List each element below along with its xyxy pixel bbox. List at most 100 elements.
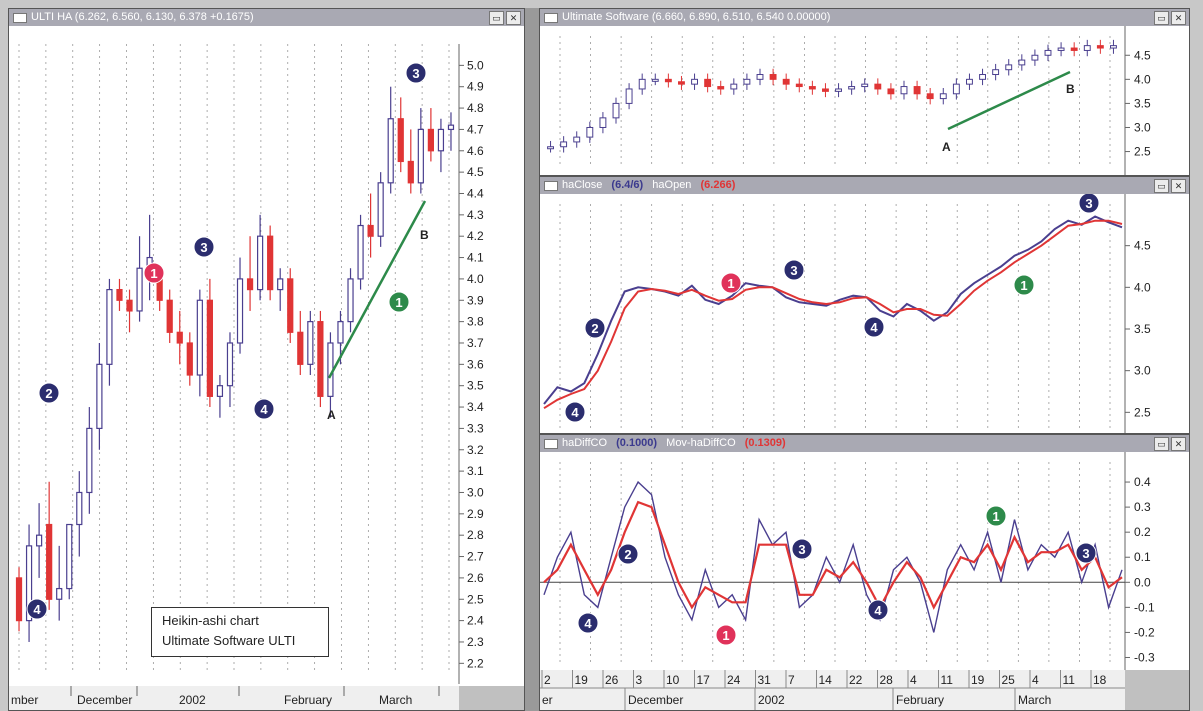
candle-body [573,136,581,143]
close-icon[interactable]: ✕ [506,11,521,25]
window-title-bar[interactable]: haDiffCO (0.1000) Mov-haDiffCO (0.1309) … [540,435,1189,452]
heikin-ashi-chart[interactable]: 5.0 4.9 4.8 4.7 4.6 4.5 4.4 4.3 4.2 4.1 4.0 3.9 3.8 3… [9,26,524,711]
candle-body [337,321,344,344]
candle [96,342,103,450]
y-tick-label: 2.5 [467,592,484,606]
candle [874,78,882,95]
candle-body [427,128,434,152]
marker-4: 4 [26,598,48,620]
window-menu-icon[interactable] [13,13,27,23]
candle-body [116,288,123,301]
candle-body [861,83,869,88]
marker-3: 3 [1075,542,1097,564]
legend-line-2: Ultimate Software ULTI [162,633,296,648]
window-splitter[interactable] [525,8,539,711]
window-menu-icon[interactable] [544,181,558,191]
hadiffco-chart[interactable]: 0.40.30.20.10.0-0.1-0.2-0.32 19 26 3 10 17 24 3… [540,452,1189,710]
x-tick-label: March [379,693,412,707]
x-tick-label: 11 [941,673,954,687]
chart-window-candlestick[interactable]: Ultimate Software (6.660, 6.890, 6.510, … [539,8,1190,176]
x-tick-label: er [542,693,553,707]
marker-2: 2 [617,543,639,565]
candle-body [808,86,816,90]
candle-body [166,299,173,333]
candle-body [691,78,698,85]
candle [979,68,986,86]
candle-body [717,86,725,90]
window-menu-icon[interactable] [544,13,558,23]
marker-1: 1 [1013,274,1035,296]
marker-circle [985,505,1007,527]
x-tick-label: December [628,693,683,707]
candle-body [206,299,213,397]
candle [216,375,224,418]
candle-body [387,118,394,184]
maximize-icon[interactable]: ▭ [489,11,504,25]
candle-body [407,160,414,184]
candle [717,80,725,95]
chart-window-haclose-haopen[interactable]: haClose (6.4/6) haOpen (6.266) ▭ ✕ 4.5 4.0… [539,176,1190,434]
candle [704,73,712,93]
annotation-a: A [942,140,951,154]
candle-body [743,78,751,85]
x-tick-label: 24 [727,673,741,687]
candle [56,545,63,621]
candle [795,78,803,93]
y-tick-label: 3.0 [1134,364,1151,378]
candle-body [1083,45,1091,51]
candle-body [176,331,183,344]
candle [560,136,568,153]
trend-line [947,70,1071,131]
marker-2: 2 [38,382,60,404]
candle [547,140,554,153]
candlestick-chart[interactable]: 4.5 4.0 3.5 3.0 2.5 A B [540,26,1189,175]
candle [397,97,404,173]
chart-window-hadiffco[interactable]: haDiffCO (0.1000) Mov-haDiffCO (0.1309) … [539,434,1190,711]
candle [357,214,364,290]
candle-body [782,78,790,85]
window-title-bar[interactable]: ULTI HA (6.262, 6.560, 6.130, 6.378 +0.1… [9,9,524,26]
candle-body [795,83,803,88]
maximize-icon[interactable]: ▭ [1154,11,1169,25]
candle-body [56,587,63,600]
marker-1: 1 [715,624,737,646]
haclose-haopen-chart[interactable]: 4.5 4.0 3.5 3.0 2.5 1 2 3 3 4 4 1 [540,194,1189,433]
marker-1: 1 [720,272,742,294]
candle [387,86,394,194]
maximize-icon[interactable]: ▭ [1154,179,1169,193]
x-tick-label: 2002 [179,693,206,707]
marker-1: 1 [388,291,410,313]
candle-body [939,93,947,100]
marker-3: 3 [405,62,427,84]
candle [808,80,816,95]
close-icon[interactable]: ✕ [1171,179,1186,193]
x-axis-band [9,686,459,710]
candle-body [678,81,685,85]
close-icon[interactable]: ✕ [1171,437,1186,451]
window-menu-icon[interactable] [544,439,558,449]
candle [447,112,455,151]
marker-label: 2 [624,547,631,562]
close-icon[interactable]: ✕ [1171,11,1186,25]
axis-corner [459,686,524,710]
marker-circle [1078,194,1100,214]
marker-label: 3 [412,66,419,81]
window-title-bar[interactable]: Ultimate Software (6.660, 6.890, 6.510, … [540,9,1189,26]
candle [407,129,414,194]
y-tick-label: -0.1 [1134,600,1155,614]
marker-3: 3 [783,259,805,281]
chart-window-heikin-ashi[interactable]: ULTI HA (6.262, 6.560, 6.130, 6.378 +0.1… [8,8,525,711]
candle-body [447,124,455,131]
maximize-icon[interactable]: ▭ [1154,437,1169,451]
marker-4: 4 [577,612,599,634]
candle-body [599,117,607,128]
candle [966,73,973,90]
window-title-bar[interactable]: haClose (6.4/6) haOpen (6.266) ▭ ✕ [540,177,1189,194]
marker-circle [791,538,813,560]
x-tick-label: 31 [758,673,772,687]
marker-4: 4 [253,398,275,420]
x-axis-band [540,670,1125,710]
candle [166,289,173,343]
marker-circle [867,599,889,621]
candle [257,214,264,301]
